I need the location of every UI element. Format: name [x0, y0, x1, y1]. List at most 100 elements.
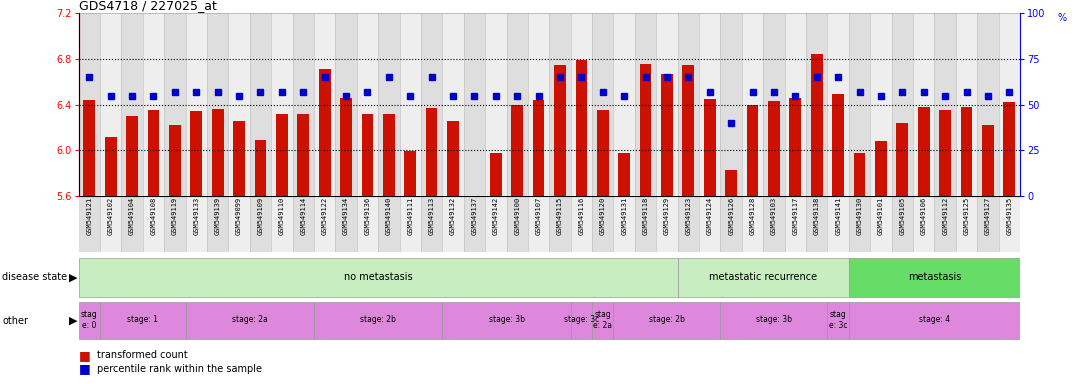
Bar	[122, 13, 143, 196]
Bar	[914, 13, 934, 196]
Text: stage: 1: stage: 1	[127, 315, 158, 324]
Text: stage: 3c: stage: 3c	[564, 315, 599, 324]
Bar	[832, 94, 844, 196]
Bar	[293, 13, 314, 196]
Bar	[570, 13, 592, 196]
Text: transformed count: transformed count	[97, 350, 187, 360]
Text: metastasis: metastasis	[908, 271, 961, 281]
Bar	[104, 137, 116, 196]
Bar	[528, 196, 549, 252]
Bar	[613, 196, 635, 252]
Bar	[853, 152, 865, 196]
Bar	[293, 196, 314, 252]
Text: GSM549137: GSM549137	[471, 197, 478, 235]
Bar	[640, 64, 651, 196]
Bar	[507, 13, 528, 196]
Bar	[340, 98, 352, 196]
Bar	[233, 121, 245, 196]
Text: stage: 2a: stage: 2a	[231, 315, 268, 324]
Text: GSM549100: GSM549100	[514, 197, 520, 235]
Bar	[100, 13, 122, 196]
Bar	[147, 110, 159, 196]
Bar	[528, 13, 549, 196]
Text: GSM549120: GSM549120	[599, 197, 606, 235]
Bar	[143, 196, 165, 252]
Bar	[255, 140, 267, 196]
Bar	[999, 13, 1020, 196]
Bar	[763, 13, 784, 196]
Bar	[143, 13, 165, 196]
Text: GSM549127: GSM549127	[985, 197, 991, 235]
Bar	[79, 13, 100, 196]
Bar	[421, 196, 442, 252]
Bar	[934, 196, 955, 252]
Bar	[934, 13, 955, 196]
Bar	[875, 141, 887, 196]
Bar	[678, 13, 699, 196]
Bar	[549, 13, 570, 196]
Text: GSM549107: GSM549107	[536, 197, 541, 235]
Text: GSM549124: GSM549124	[707, 197, 712, 235]
Text: GSM549118: GSM549118	[642, 197, 649, 235]
Bar	[704, 99, 716, 196]
Text: GSM549109: GSM549109	[257, 197, 264, 235]
Bar	[892, 196, 914, 252]
Bar	[784, 13, 806, 196]
Bar	[399, 13, 421, 196]
Bar	[271, 13, 293, 196]
Bar	[741, 13, 763, 196]
Bar	[165, 196, 185, 252]
Text: GSM549135: GSM549135	[1006, 197, 1013, 235]
Bar	[185, 302, 314, 339]
Bar	[870, 196, 892, 252]
Text: ▶: ▶	[69, 272, 77, 283]
Bar	[314, 13, 336, 196]
Bar	[1004, 103, 1016, 196]
Bar	[747, 104, 759, 196]
Bar	[126, 116, 138, 196]
Bar	[741, 196, 763, 252]
Bar	[827, 196, 849, 252]
Bar	[721, 302, 827, 339]
Text: GSM549115: GSM549115	[557, 197, 563, 235]
Text: GSM549102: GSM549102	[108, 197, 114, 235]
Text: GSM549113: GSM549113	[428, 197, 435, 235]
Bar	[336, 13, 357, 196]
Bar	[122, 196, 143, 252]
Bar	[362, 114, 373, 196]
Bar	[228, 196, 250, 252]
Bar	[635, 196, 656, 252]
Text: GSM549125: GSM549125	[963, 197, 969, 235]
Text: percentile rank within the sample: percentile rank within the sample	[97, 364, 261, 374]
Text: GSM549106: GSM549106	[921, 197, 926, 235]
Bar	[83, 100, 95, 196]
Bar	[378, 196, 399, 252]
Text: GSM549111: GSM549111	[407, 197, 413, 235]
Bar	[849, 302, 1020, 339]
Bar	[914, 196, 934, 252]
Bar	[982, 125, 994, 196]
Bar	[383, 114, 395, 196]
Bar	[511, 104, 523, 196]
Bar	[297, 114, 309, 196]
Text: GSM549134: GSM549134	[343, 197, 349, 235]
Bar	[228, 13, 250, 196]
Text: GSM549129: GSM549129	[664, 197, 670, 235]
Text: GSM549132: GSM549132	[450, 197, 456, 235]
Text: GSM549140: GSM549140	[386, 197, 392, 235]
Text: %: %	[1058, 13, 1066, 23]
Bar	[485, 196, 507, 252]
Bar	[613, 13, 635, 196]
Text: GSM549099: GSM549099	[236, 197, 242, 235]
Bar	[678, 196, 699, 252]
Text: GSM549122: GSM549122	[322, 197, 327, 235]
Text: stag
e: 0: stag e: 0	[81, 310, 98, 329]
Bar	[448, 121, 458, 196]
Bar	[275, 114, 287, 196]
Text: GSM549117: GSM549117	[792, 197, 798, 235]
Bar	[318, 69, 330, 196]
Bar	[768, 101, 780, 196]
Bar	[977, 13, 999, 196]
Text: GSM549128: GSM549128	[750, 197, 755, 235]
Bar	[827, 302, 849, 339]
